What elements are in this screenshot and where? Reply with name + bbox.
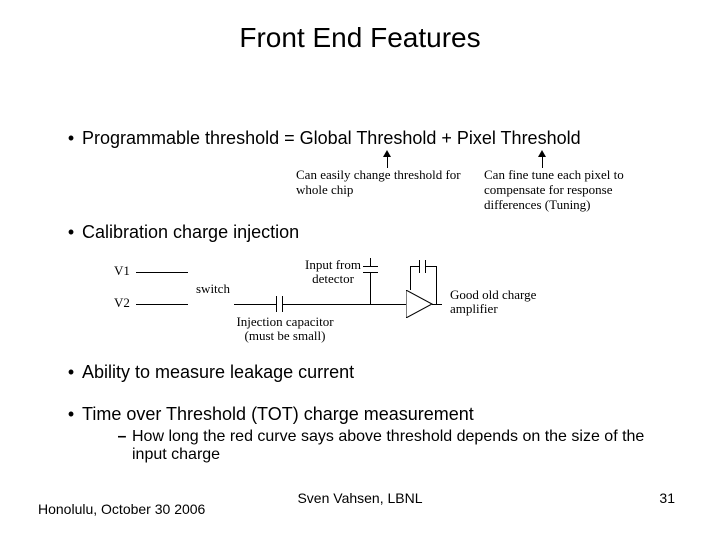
- bullet-2: •Calibration charge injection: [60, 222, 680, 243]
- fb-cap-plate: [419, 260, 420, 273]
- cap-out-wire: [282, 304, 370, 305]
- arrow-up-icon: [538, 150, 548, 168]
- bullet-4-text: Time over Threshold (TOT) charge measure…: [82, 404, 474, 424]
- v1-wire: [136, 272, 188, 273]
- capacitor-plate: [276, 296, 277, 312]
- fb-wire-top-r: [425, 266, 436, 267]
- bullet-dot: •: [60, 362, 82, 383]
- annotation-pixel-threshold: Can fine tune each pixel to compensate f…: [484, 168, 649, 213]
- fb-wire-right: [436, 266, 437, 304]
- switch-label: switch: [196, 282, 230, 296]
- input-detector-label: Input from detector: [298, 258, 368, 287]
- detector-wire-down: [370, 272, 371, 304]
- amp-in-wire: [370, 304, 406, 305]
- v2-label: V2: [114, 296, 130, 310]
- calibration-diagram: V1 V2 switch Injection capacitor (must b…: [110, 258, 580, 348]
- page-number: 31: [659, 490, 675, 506]
- inj-cap-label: Injection capacitor (must be small): [230, 315, 340, 344]
- arrow-up-icon: [383, 150, 393, 168]
- fb-wire-top-l: [410, 266, 419, 267]
- slide-title: Front End Features: [0, 22, 720, 54]
- v2-wire: [136, 304, 188, 305]
- bullet-dot: •: [60, 404, 82, 425]
- detector-cap-plate: [363, 266, 378, 267]
- fb-wire-left: [410, 266, 411, 290]
- bullet-3-text: Ability to measure leakage current: [82, 362, 354, 382]
- bullet-3: •Ability to measure leakage current: [60, 362, 680, 383]
- annotation-global-threshold: Can easily change threshold for whole ch…: [296, 168, 471, 198]
- amp-label: Good old charge amplifier: [450, 288, 560, 317]
- amp-out-wire: [432, 304, 442, 305]
- v1-label: V1: [114, 264, 130, 278]
- bullet-4: •Time over Threshold (TOT) charge measur…: [60, 404, 680, 425]
- slide: Front End Features •Programmable thresho…: [0, 0, 720, 540]
- sub-bullet-1-text: How long the red curve says above thresh…: [132, 428, 662, 464]
- bullet-1: •Programmable threshold = Global Thresho…: [60, 128, 680, 149]
- detector-wire-top: [370, 258, 371, 266]
- bullet-1-text: Programmable threshold = Global Threshol…: [82, 128, 581, 148]
- bullet-2-text: Calibration charge injection: [82, 222, 299, 242]
- switch-out-wire: [234, 304, 276, 305]
- sub-bullet-1: –How long the red curve says above thres…: [112, 428, 672, 464]
- footer-center: Sven Vahsen, LBNL: [0, 490, 720, 506]
- dash-icon: –: [112, 428, 132, 446]
- bullet-dot: •: [60, 128, 82, 149]
- bullet-dot: •: [60, 222, 82, 243]
